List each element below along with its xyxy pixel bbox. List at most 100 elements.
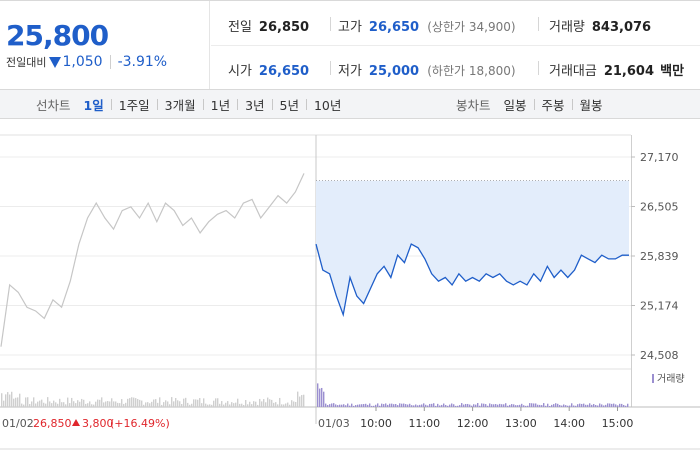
volume-bar [39, 400, 41, 407]
volume-bar [5, 394, 7, 407]
volume-bar [465, 403, 467, 407]
volume-bar [413, 405, 415, 407]
stat-label: 전일 [228, 20, 252, 35]
volume-bar [267, 397, 269, 407]
x-tick-label: 13:00 [505, 417, 537, 430]
tab-daily[interactable]: 일봉 [503, 97, 527, 113]
volume-bar [43, 402, 45, 407]
volume-bar [555, 403, 557, 407]
volume-bar [115, 401, 117, 407]
volume-bar [241, 403, 243, 407]
volume-bar [247, 404, 249, 407]
volume-bar [301, 395, 303, 407]
today-date-label: 01/03 [318, 417, 350, 430]
volume-bar [177, 400, 179, 407]
volume-bar [275, 402, 277, 407]
volume-bar [257, 404, 259, 407]
volume-bar [201, 403, 203, 407]
volume-bar [575, 405, 577, 407]
y-tick-label: 26,505 [640, 201, 679, 214]
tab-3month[interactable]: 3개월 [164, 97, 196, 113]
volume-bar [329, 404, 331, 407]
volume-bar [117, 402, 119, 407]
tab-divider [305, 98, 307, 110]
volume-bar [213, 400, 215, 407]
volume-bar [113, 401, 115, 407]
stat-value: 26,650 [258, 64, 310, 79]
x-tick-label: 10:00 [360, 417, 392, 430]
today-area-fill [316, 180, 629, 315]
volume-bar [289, 404, 291, 407]
volume-bar [501, 404, 503, 407]
volume-bar [477, 403, 479, 407]
limit-label: 하한가 [431, 64, 466, 78]
volume-bar [77, 400, 79, 407]
volume-bar [417, 405, 419, 407]
volume-bar [397, 405, 399, 407]
current-price: 25,800 [6, 19, 109, 52]
volume-bar [551, 404, 553, 407]
tab-1year[interactable]: 1년 [210, 97, 231, 113]
tab-1day[interactable]: 1일 [83, 97, 104, 113]
volume-bar [195, 399, 197, 407]
volume-bar [303, 394, 305, 407]
volume-bar [571, 403, 573, 407]
volume-bar [373, 405, 375, 407]
volume-bar [563, 404, 565, 407]
volume-bar [467, 403, 469, 407]
volume-bar [217, 398, 219, 407]
volume-bar [219, 403, 221, 407]
divider [538, 61, 539, 75]
volume-bar [245, 400, 247, 407]
volume-bar [577, 404, 579, 407]
volume-bar [409, 403, 411, 407]
stat-value: 21,604 [603, 64, 655, 79]
volume-bar [221, 401, 223, 407]
volume-bar [155, 399, 157, 407]
volume-bar [89, 401, 91, 407]
volume-bar [559, 404, 561, 407]
volume-bar [567, 405, 569, 407]
tab-5year[interactable]: 5년 [279, 97, 299, 113]
tab-10year[interactable]: 10년 [313, 97, 342, 113]
volume-bar [227, 401, 229, 407]
volume-bar [395, 403, 397, 407]
limit-value: 18,800 [468, 64, 511, 78]
volume-bar [441, 404, 443, 407]
volume-bar [525, 405, 527, 407]
volume-bar [299, 396, 301, 407]
volume-bar [101, 397, 103, 407]
tab-divider [571, 98, 573, 110]
volume-bar [41, 399, 43, 407]
volume-bar [281, 404, 283, 407]
volume-bar [145, 402, 147, 407]
tab-1week[interactable]: 1주일 [118, 97, 150, 113]
tab-3year[interactable]: 3년 [245, 97, 265, 113]
volume-bar [385, 403, 387, 407]
tab-weekly[interactable]: 주봉 [541, 97, 565, 113]
volume-bar [355, 405, 357, 407]
volume-bar [71, 397, 73, 407]
up-arrow-icon [72, 419, 80, 426]
volume-bar [97, 399, 99, 407]
volume-bar [401, 403, 403, 407]
volume-bar [377, 403, 379, 407]
y-tick-label: 25,839 [640, 250, 679, 263]
volume-bar [371, 405, 373, 407]
stat-open: 시가 26,650 [228, 60, 309, 79]
volume-bar [531, 403, 533, 407]
candle-chart-label: 봉차트 [456, 97, 491, 113]
volume-bar [317, 383, 319, 407]
volume-bar [611, 403, 613, 407]
volume-bar [75, 403, 77, 407]
volume-bar [205, 403, 207, 407]
volume-bar [399, 403, 401, 407]
volume-bar [277, 404, 279, 407]
volume-bar [17, 397, 19, 407]
candle-chart-tabs: 봉차트 일봉 주봉 월봉 [456, 90, 603, 118]
upper-limit: (상한가 34,900) [427, 20, 516, 34]
volume-bar [179, 401, 181, 407]
tab-divider [271, 98, 273, 110]
tab-monthly[interactable]: 월봉 [579, 97, 603, 113]
volume-bar [565, 405, 567, 407]
